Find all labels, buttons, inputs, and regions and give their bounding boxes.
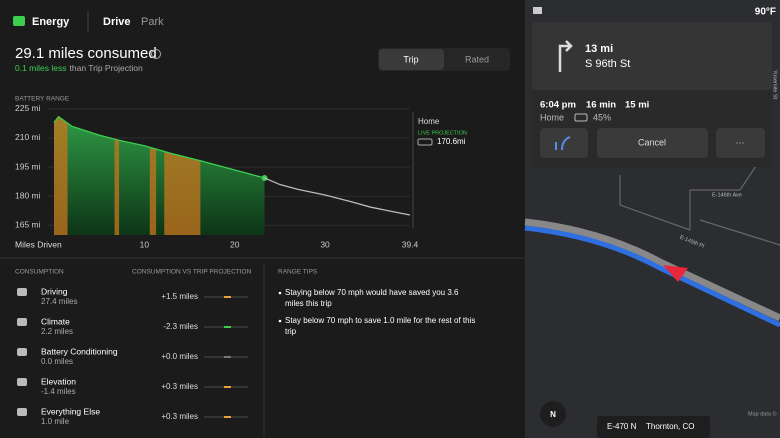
road <box>524 218 780 322</box>
tab[interactable]: Drive <box>103 16 131 28</box>
row-delta: +1.5 miles <box>161 292 198 301</box>
tab[interactable]: Park <box>141 16 164 28</box>
row-detail: 1.0 mile <box>41 417 70 426</box>
map-credit: Map data © <box>748 410 777 417</box>
tip-text: Stay below 70 mph to save 1.0 mile for t… <box>285 316 475 325</box>
legend-range: 170.6mi <box>437 137 466 146</box>
row-delta: +0.3 miles <box>161 412 198 421</box>
y-tick-label: 195 mi <box>15 161 41 171</box>
range-tips: Staying below 70 mph would have saved yo… <box>278 288 475 336</box>
battery-icon <box>574 113 588 122</box>
band <box>149 116 157 235</box>
turn-street: S 96th St <box>585 58 630 70</box>
x-tick-label: 30 <box>320 239 330 249</box>
y-tick-label: 210 mi <box>15 132 41 142</box>
tip-text: Staying below 70 mph would have saved yo… <box>285 288 459 297</box>
area <box>54 116 265 235</box>
route-icon <box>555 136 571 151</box>
destination: Home <box>540 112 564 122</box>
row-icon <box>17 348 27 356</box>
location-bar <box>597 416 710 438</box>
y-tick-label: 180 mi <box>15 190 41 200</box>
y-tick-label: 225 mi <box>15 103 41 113</box>
line <box>264 177 411 216</box>
remaining: 15 mi <box>625 100 649 111</box>
row-detail: 0.0 miles <box>41 357 73 366</box>
row-name: Battery Conditioning <box>41 346 118 356</box>
row-detail: -1.4 miles <box>41 387 76 396</box>
compass[interactable] <box>540 401 566 427</box>
road-label: Yosemite St <box>772 70 778 100</box>
turn-arrow <box>558 40 573 72</box>
toggle-selected <box>379 49 444 70</box>
x-tick-label: 20 <box>230 239 240 249</box>
road-label: E-146th Ave <box>712 192 742 198</box>
row-icon <box>17 318 27 326</box>
road <box>619 159 780 246</box>
band <box>114 116 120 235</box>
line <box>53 115 265 179</box>
legend-kind: LIVE PROJECTION <box>418 130 467 136</box>
tip-text: trip <box>285 327 297 336</box>
row-detail: 2.2 miles <box>41 327 73 336</box>
chart: 225 mi 210 mi 195 mi 180 mi 165 mi 10 20 30 39.4 <box>15 103 419 249</box>
temperature: 90°F <box>755 7 776 18</box>
app-title: Energy <box>32 16 70 28</box>
highway: E-470 N <box>607 422 637 431</box>
more-button[interactable] <box>716 128 765 158</box>
energy-icon <box>13 16 25 26</box>
row-detail: 27.4 miles <box>41 297 77 306</box>
row-name: Elevation <box>41 376 76 386</box>
compass-label: N <box>550 410 556 419</box>
x-axis-label: Miles Driven <box>15 239 62 249</box>
nav-turn <box>532 22 772 90</box>
band <box>54 116 68 235</box>
row-name: Climate <box>41 316 70 326</box>
row-name: Driving <box>41 286 68 296</box>
subtitle-rest: than Trip Projection <box>70 63 144 73</box>
cancel-button[interactable] <box>597 128 708 158</box>
duration: 16 min <box>586 100 616 111</box>
toggle-option[interactable]: Trip <box>403 54 418 64</box>
toggle-option[interactable]: Rated <box>465 54 489 64</box>
legend-place: Home <box>418 117 440 126</box>
tip-text: miles this trip <box>285 299 332 308</box>
section-header: CONSUMPTION VS TRIP PROJECTION <box>132 269 252 276</box>
row-delta: +0.0 miles <box>161 352 198 361</box>
row-icon <box>17 408 27 416</box>
bullet <box>278 291 282 295</box>
section-header: RANGE TIPS <box>278 269 318 276</box>
city: Thornton, CO <box>646 422 694 431</box>
battery-icon <box>417 138 433 146</box>
y-axis-label: BATTERY RANGE <box>15 96 70 103</box>
camera-icon <box>533 7 542 14</box>
bullet <box>278 319 282 323</box>
x-tick-label: 39.4 <box>402 239 419 249</box>
x-tick-label: 10 <box>140 239 150 249</box>
car-marker <box>663 265 688 282</box>
turn-distance: 13 mi <box>585 43 613 55</box>
info-icon[interactable] <box>151 49 161 59</box>
summary-title: 29.1 miles consumed <box>15 45 157 62</box>
route <box>524 225 780 328</box>
section-header: CONSUMPTION <box>15 269 64 276</box>
y-tick-label: 165 mi <box>15 220 41 230</box>
row-delta: -2.3 miles <box>163 322 198 331</box>
battery: 45% <box>593 112 611 122</box>
row-delta: +0.3 miles <box>161 382 198 391</box>
highlight: 0.1 miles less <box>15 63 67 73</box>
more-label: ··· <box>736 137 745 147</box>
arrival-time: 6:04 pm <box>540 100 576 111</box>
row-name: Everything Else <box>41 406 100 416</box>
cancel-label: Cancel <box>638 137 666 147</box>
row-icon <box>17 378 27 386</box>
row-icon <box>17 288 27 296</box>
summary-subtitle: 0.1 miles less than Trip Projection <box>15 63 143 73</box>
